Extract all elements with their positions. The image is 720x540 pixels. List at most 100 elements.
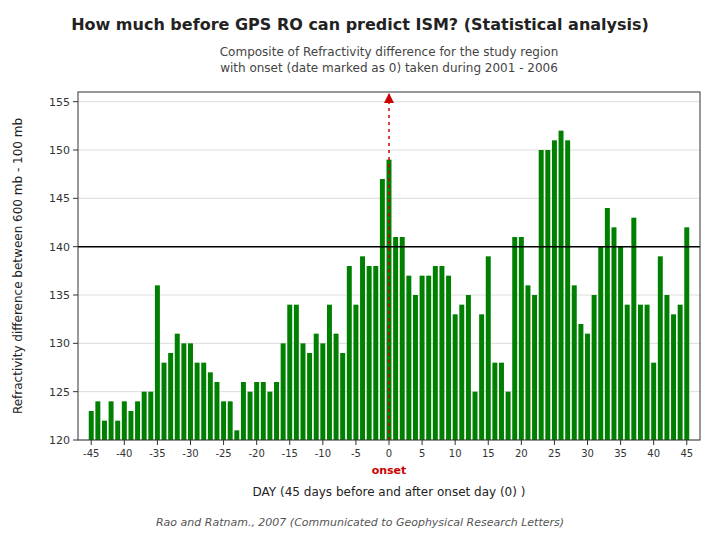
x-tick-label: 40: [647, 448, 660, 459]
bar: [155, 285, 160, 440]
bar: [598, 247, 603, 440]
x-tick-label: 30: [581, 448, 594, 459]
bar: [320, 343, 325, 440]
x-tick: [289, 440, 290, 445]
bar: [565, 140, 570, 440]
x-tick-label: -30: [182, 448, 198, 459]
bar: [128, 411, 133, 440]
x-tick: [620, 440, 621, 445]
subtitle: Composite of Refractivity difference for…: [220, 45, 559, 59]
bar: [221, 401, 226, 440]
x-axis-label: DAY (45 days before and after onset day …: [253, 485, 526, 499]
bar: [439, 266, 444, 440]
bar: [625, 305, 630, 440]
bar: [241, 382, 246, 440]
bar: [592, 295, 597, 440]
bar: [638, 305, 643, 440]
bar: [228, 401, 233, 440]
bar: [195, 363, 200, 440]
bar: [512, 237, 517, 440]
bar: [578, 324, 583, 440]
x-tick-label: -10: [315, 448, 331, 459]
bar: [89, 411, 94, 440]
x-tick-label: 25: [548, 448, 561, 459]
bar: [188, 343, 193, 440]
x-tick-label: -35: [149, 448, 165, 459]
bar: [307, 353, 312, 440]
x-tick: [322, 440, 323, 445]
x-tick-label: 20: [515, 448, 528, 459]
bar: [525, 285, 530, 440]
x-tick-label: 0: [386, 448, 392, 459]
bar: [367, 266, 372, 440]
x-tick: [157, 440, 158, 445]
bar: [671, 314, 676, 440]
y-tick: [73, 391, 78, 392]
bar: [664, 295, 669, 440]
x-tick-label: 45: [680, 448, 693, 459]
y-tick-label: 140: [49, 241, 70, 254]
grid-line: [78, 246, 700, 247]
x-tick-label: 35: [614, 448, 627, 459]
bar: [413, 295, 418, 440]
y-tick: [73, 440, 78, 441]
bar: [281, 343, 286, 440]
y-tick: [73, 150, 78, 151]
bar: [314, 334, 319, 440]
bar: [248, 392, 253, 440]
bar: [651, 363, 656, 440]
y-tick-label: 120: [49, 434, 70, 447]
y-tick: [73, 343, 78, 344]
bar: [532, 295, 537, 440]
bar: [115, 421, 120, 440]
chart: How much before GPS RO can predict ISM? …: [0, 0, 720, 540]
x-tick: [91, 440, 92, 445]
bar: [559, 131, 564, 440]
bar: [353, 305, 358, 440]
bar: [611, 227, 616, 440]
x-tick: [653, 440, 654, 445]
reference-line: [78, 246, 700, 248]
x-tick-label: 15: [482, 448, 495, 459]
bar: [678, 305, 683, 440]
x-tick: [389, 440, 390, 445]
bar: [340, 353, 345, 440]
bar: [122, 401, 127, 440]
x-tick-label: 10: [449, 448, 462, 459]
bar: [433, 266, 438, 440]
bar: [618, 247, 623, 440]
bar: [181, 343, 186, 440]
x-tick: [190, 440, 191, 445]
y-tick-label: 150: [49, 144, 70, 157]
x-tick-label: -5: [351, 448, 361, 459]
bar: [479, 314, 484, 440]
y-axis-label: Refractivity difference between 600 mb -…: [11, 118, 25, 414]
bar: [168, 353, 173, 440]
bar: [142, 392, 147, 440]
bar: [486, 256, 491, 440]
bar: [234, 430, 239, 440]
bar: [208, 372, 213, 440]
title: How much before GPS RO can predict ISM? …: [71, 15, 649, 34]
bar: [347, 266, 352, 440]
x-tick: [422, 440, 423, 445]
bar: [287, 305, 292, 440]
x-tick: [355, 440, 356, 445]
bar: [658, 256, 663, 440]
bar: [334, 334, 339, 440]
bar: [380, 179, 385, 440]
x-tick-label: -15: [282, 448, 298, 459]
x-tick-label: 5: [419, 448, 425, 459]
bar: [406, 276, 411, 440]
annotation-label: onset: [372, 464, 407, 477]
bar: [446, 276, 451, 440]
bar: [466, 295, 471, 440]
x-tick: [455, 440, 456, 445]
caption: Rao and Ratnam., 2007 (Communicated to G…: [156, 516, 564, 529]
x-tick: [587, 440, 588, 445]
axes: 120125130135140145150155-45-40-35-30-25-…: [49, 96, 693, 459]
bar: [102, 421, 107, 440]
bar: [162, 363, 167, 440]
bar: [95, 401, 100, 440]
bar: [360, 256, 365, 440]
